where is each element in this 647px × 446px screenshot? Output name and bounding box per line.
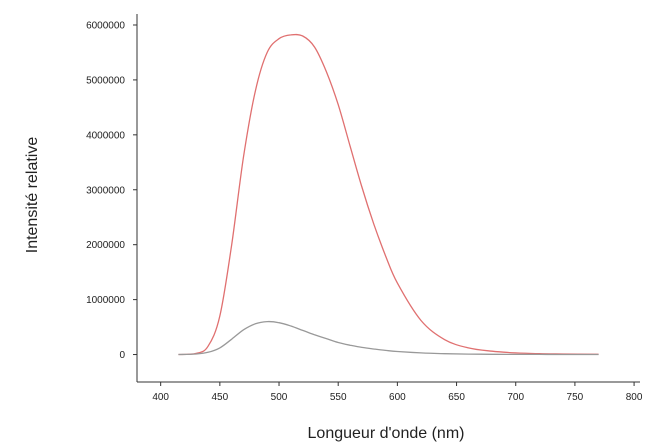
x-tick-label: 500	[271, 392, 288, 403]
x-tick-label: 650	[448, 392, 465, 403]
y-tick-label: 0	[119, 350, 125, 361]
series-line-red	[178, 33, 599, 356]
x-tick-label: 550	[330, 392, 347, 403]
x-tick-label: 450	[212, 392, 229, 403]
x-tick-label: 700	[507, 392, 524, 403]
x-tick-label: 750	[567, 392, 584, 403]
x-ticks: 400 450 500 550 600 650 700 750 800	[152, 382, 643, 403]
series-line-gray	[178, 320, 599, 356]
y-tick-label: 2000000	[86, 240, 125, 251]
y-tick-label: 4000000	[86, 130, 125, 141]
x-tick-label: 800	[626, 392, 643, 403]
y-tick-label: 1000000	[86, 295, 125, 306]
y-tick-label: 5000000	[86, 75, 125, 86]
y-ticks: 0 1000000 2000000 3000000 4000000 5000000 6000…	[86, 20, 137, 361]
y-axis-title: Intensité relative	[24, 137, 41, 254]
x-axis-title: Longueur d'onde (nm)	[308, 425, 465, 442]
x-tick-label: 600	[389, 392, 406, 403]
y-tick-label: 3000000	[86, 185, 125, 196]
x-tick-label: 400	[152, 392, 169, 403]
y-tick-label: 6000000	[86, 20, 125, 31]
series-lines	[178, 33, 599, 356]
